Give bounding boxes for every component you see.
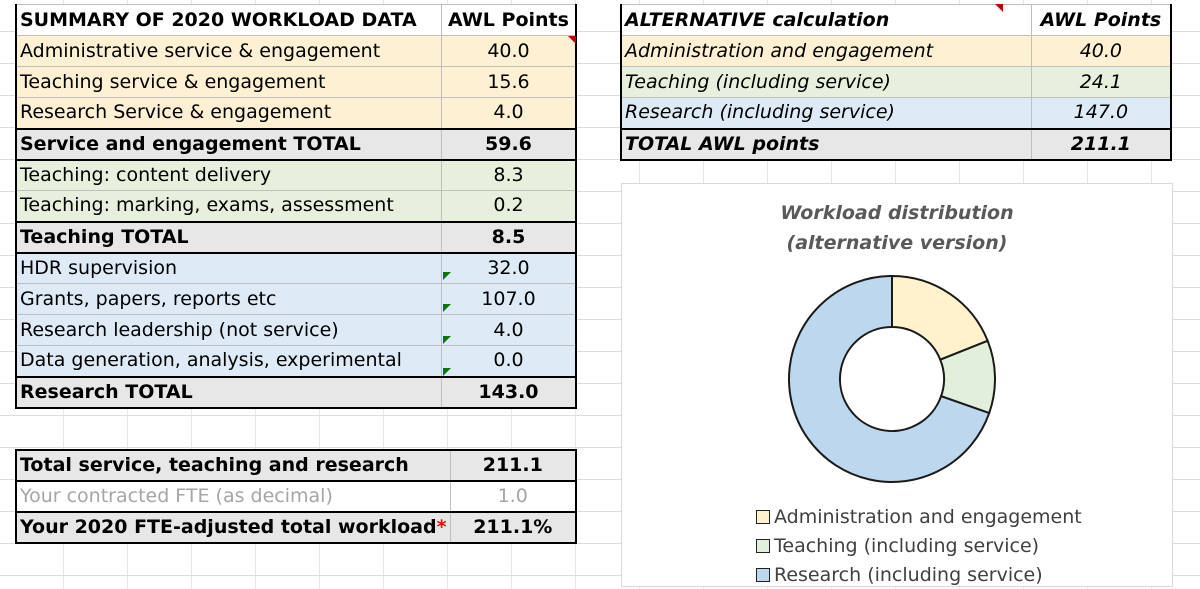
summary-table: SUMMARY OF 2020 WORKLOAD DATA AWL Points… <box>14 4 577 409</box>
alternative-table: ALTERNATIVE calculation AWL Points Admin… <box>619 4 1172 161</box>
row-value[interactable]: 59.6 <box>440 127 577 161</box>
row-label[interactable]: Total service, teaching and research <box>14 449 451 482</box>
table-row: Administration and engagement 40.0 <box>619 35 1172 67</box>
row-value[interactable]: 0.2 <box>440 190 577 222</box>
row-value[interactable]: 4.0 <box>440 97 577 129</box>
table-row: Data generation, analysis, experimental … <box>14 345 577 377</box>
legend-label: Teaching (including service) <box>774 534 1040 557</box>
chart-title: Workload distribution (alternative versi… <box>622 198 1172 258</box>
row-value[interactable]: 107.0 <box>440 283 577 315</box>
row-label: Your 2020 FTE-adjusted total workload <box>20 516 437 538</box>
row-value[interactable]: 1.0 <box>449 480 577 513</box>
note-indicator-icon[interactable] <box>443 272 451 280</box>
row-value[interactable]: 8.3 <box>440 159 577 191</box>
table-row: HDR supervision 32.0 <box>14 252 577 284</box>
row-value[interactable]: 0.0 <box>440 345 577 377</box>
summary-totals-table: Total service, teaching and research 211… <box>14 449 577 544</box>
legend-label: Administration and engagement <box>774 505 1082 528</box>
row-label[interactable]: Teaching: marking, exams, assessment <box>14 190 442 222</box>
table-row: Teaching (including service) 24.1 <box>619 66 1172 98</box>
summary-header-label[interactable]: SUMMARY OF 2020 WORKLOAD DATA <box>14 4 442 36</box>
chart-title-line2: (alternative version) <box>786 232 1008 254</box>
table-row: Teaching: marking, exams, assessment 0.2 <box>14 190 577 222</box>
grand-total-row: Total service, teaching and research 211… <box>14 449 577 482</box>
legend-item-research: Research (including service) <box>756 560 1082 589</box>
table-row: Research leadership (not service) 4.0 <box>14 314 577 346</box>
row-label[interactable]: Research TOTAL <box>14 375 442 409</box>
row-label[interactable]: Administrative service & engagement <box>14 35 442 67</box>
chart-legend: Administration and engagement Teaching (… <box>756 502 1082 589</box>
donut-slice-research[interactable] <box>788 274 991 483</box>
legend-swatch <box>756 509 770 524</box>
table-row: Research Service & engagement 4.0 <box>14 97 577 129</box>
row-value[interactable]: 147.0 <box>1030 97 1172 129</box>
fte-row: Your contracted FTE (as decimal) 1.0 <box>14 480 577 513</box>
workload-chart[interactable]: Workload distribution (alternative versi… <box>621 183 1173 587</box>
legend-swatch <box>756 567 770 582</box>
alternative-header-points[interactable]: AWL Points <box>1030 4 1172 36</box>
row-label[interactable]: HDR supervision <box>14 252 442 284</box>
row-label[interactable]: TOTAL AWL points <box>619 127 1032 161</box>
row-label[interactable]: Teaching: content delivery <box>14 159 442 191</box>
teaching-total-row: Teaching TOTAL 8.5 <box>14 220 577 254</box>
row-label[interactable]: Teaching TOTAL <box>14 220 442 254</box>
row-label[interactable]: Research (including service) <box>619 97 1032 129</box>
comment-indicator-icon[interactable] <box>995 4 1003 12</box>
alternative-header-row: ALTERNATIVE calculation AWL Points <box>619 4 1172 36</box>
summary-header-points[interactable]: AWL Points <box>440 4 577 36</box>
chart-title-line1: Workload distribution <box>780 202 1014 224</box>
alternative-total-row: TOTAL AWL points 211.1 <box>619 127 1172 161</box>
legend-label: Research (including service) <box>774 563 1043 586</box>
donut-chart <box>788 274 996 483</box>
summary-header-row: SUMMARY OF 2020 WORKLOAD DATA AWL Points <box>14 4 577 36</box>
research-total-row: Research TOTAL 143.0 <box>14 375 577 409</box>
row-value[interactable]: 8.5 <box>440 220 577 254</box>
legend-swatch <box>756 538 770 553</box>
row-label[interactable]: Research leadership (not service) <box>14 314 442 346</box>
table-row: Grants, papers, reports etc 107.0 <box>14 283 577 315</box>
note-indicator-icon[interactable] <box>443 368 451 376</box>
note-indicator-icon[interactable] <box>443 336 451 344</box>
legend-item-admin: Administration and engagement <box>756 502 1082 531</box>
row-label[interactable]: Teaching service & engagement <box>14 66 442 98</box>
row-value[interactable]: 4.0 <box>440 314 577 346</box>
service-total-row: Service and engagement TOTAL 59.6 <box>14 127 577 161</box>
row-value[interactable]: 211.1% <box>449 511 577 544</box>
row-label[interactable]: Research Service & engagement <box>14 97 442 129</box>
comment-indicator-icon[interactable] <box>568 36 576 44</box>
table-row: Teaching: content delivery 8.3 <box>14 159 577 191</box>
note-indicator-icon[interactable] <box>443 304 451 312</box>
row-label[interactable]: Grants, papers, reports etc <box>14 283 442 315</box>
row-value[interactable]: 15.6 <box>440 66 577 98</box>
row-value[interactable]: 40.0 <box>440 35 577 67</box>
row-label[interactable]: Data generation, analysis, experimental <box>14 345 442 377</box>
row-value[interactable]: 24.1 <box>1030 66 1172 98</box>
alternative-header-label[interactable]: ALTERNATIVE calculation <box>619 4 1032 36</box>
row-value[interactable]: 211.1 <box>1030 127 1172 161</box>
table-row: Administrative service & engagement 40.0 <box>14 35 577 67</box>
row-label[interactable]: Service and engagement TOTAL <box>14 127 442 161</box>
fte-adjusted-row: Your 2020 FTE-adjusted total workload* 2… <box>14 511 577 544</box>
fte-adjusted-label-cell[interactable]: Your 2020 FTE-adjusted total workload* <box>14 511 451 544</box>
row-label[interactable]: Your contracted FTE (as decimal) <box>14 480 451 513</box>
legend-item-teaching: Teaching (including service) <box>756 531 1082 560</box>
table-row: Teaching service & engagement 15.6 <box>14 66 577 98</box>
row-value[interactable]: 211.1 <box>449 449 577 482</box>
table-row: Research (including service) 147.0 <box>619 97 1172 129</box>
asterisk-marker: * <box>436 516 447 538</box>
row-label[interactable]: Administration and engagement <box>619 35 1032 67</box>
row-value[interactable]: 40.0 <box>1030 35 1172 67</box>
row-value[interactable]: 143.0 <box>440 375 577 409</box>
row-value[interactable]: 32.0 <box>440 252 577 284</box>
row-label[interactable]: Teaching (including service) <box>619 66 1032 98</box>
